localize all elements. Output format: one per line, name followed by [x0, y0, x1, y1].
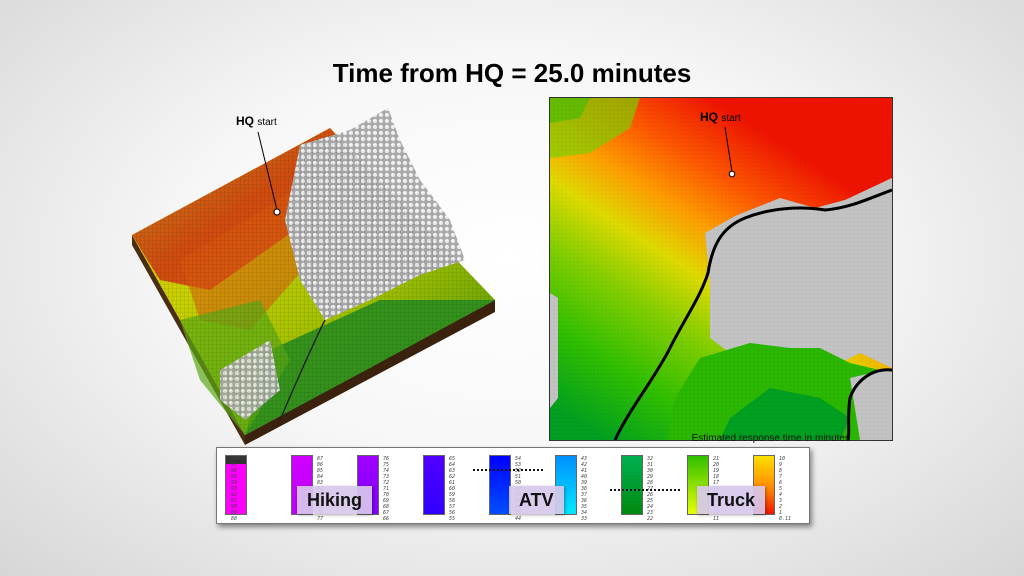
slide-title: Time from HQ = 25.0 minutes [332, 58, 692, 88]
legend-separator-2 [610, 489, 680, 491]
legend-numbers-6: 43 42 41 40 39 38 37 36 35 34 33 [581, 456, 588, 522]
legend-numbers-3: 76 75 74 73 72 71 70 69 68 67 66 [383, 456, 390, 522]
legend-numbers-4: 65 64 63 62 61 60 59 58 57 56 55 [449, 456, 456, 522]
legend-numbers-9: 10 9 8 7 6 5 4 3 2 1 0.11 [779, 456, 792, 522]
hq-label-start: start [257, 117, 277, 128]
legend-swatch-7 [621, 455, 643, 515]
legend-swatch-1 [225, 455, 247, 515]
hq-start-label-2d: HQ start [700, 110, 741, 124]
legend-numbers-1: 100 97 96 95 94 93 92 91 90 89 88 [231, 456, 241, 522]
legend-caption: Estimated response time in minutes [691, 433, 850, 444]
hq-start-label-3d: HQ start [236, 114, 277, 128]
mode-label-hiking: Hiking [297, 486, 373, 514]
terrain-2d-svg [550, 98, 892, 440]
legend-separator-1 [473, 469, 543, 471]
terrain-2d-map: HQ start [549, 97, 893, 441]
legend-swatch-4 [423, 455, 445, 515]
hq-label-bold-2d: HQ [700, 110, 718, 124]
mode-label-atv: ATV [509, 486, 564, 514]
mode-label-truck: Truck [697, 486, 766, 514]
terrain-3d-map [132, 108, 495, 445]
hq-label-bold: HQ [236, 114, 254, 128]
response-time-legend: 100 97 96 95 94 93 92 91 90 89 88 87 86 … [216, 447, 810, 524]
legend-swatch-5 [489, 455, 511, 515]
hq-label-start-2d: start [721, 113, 741, 124]
